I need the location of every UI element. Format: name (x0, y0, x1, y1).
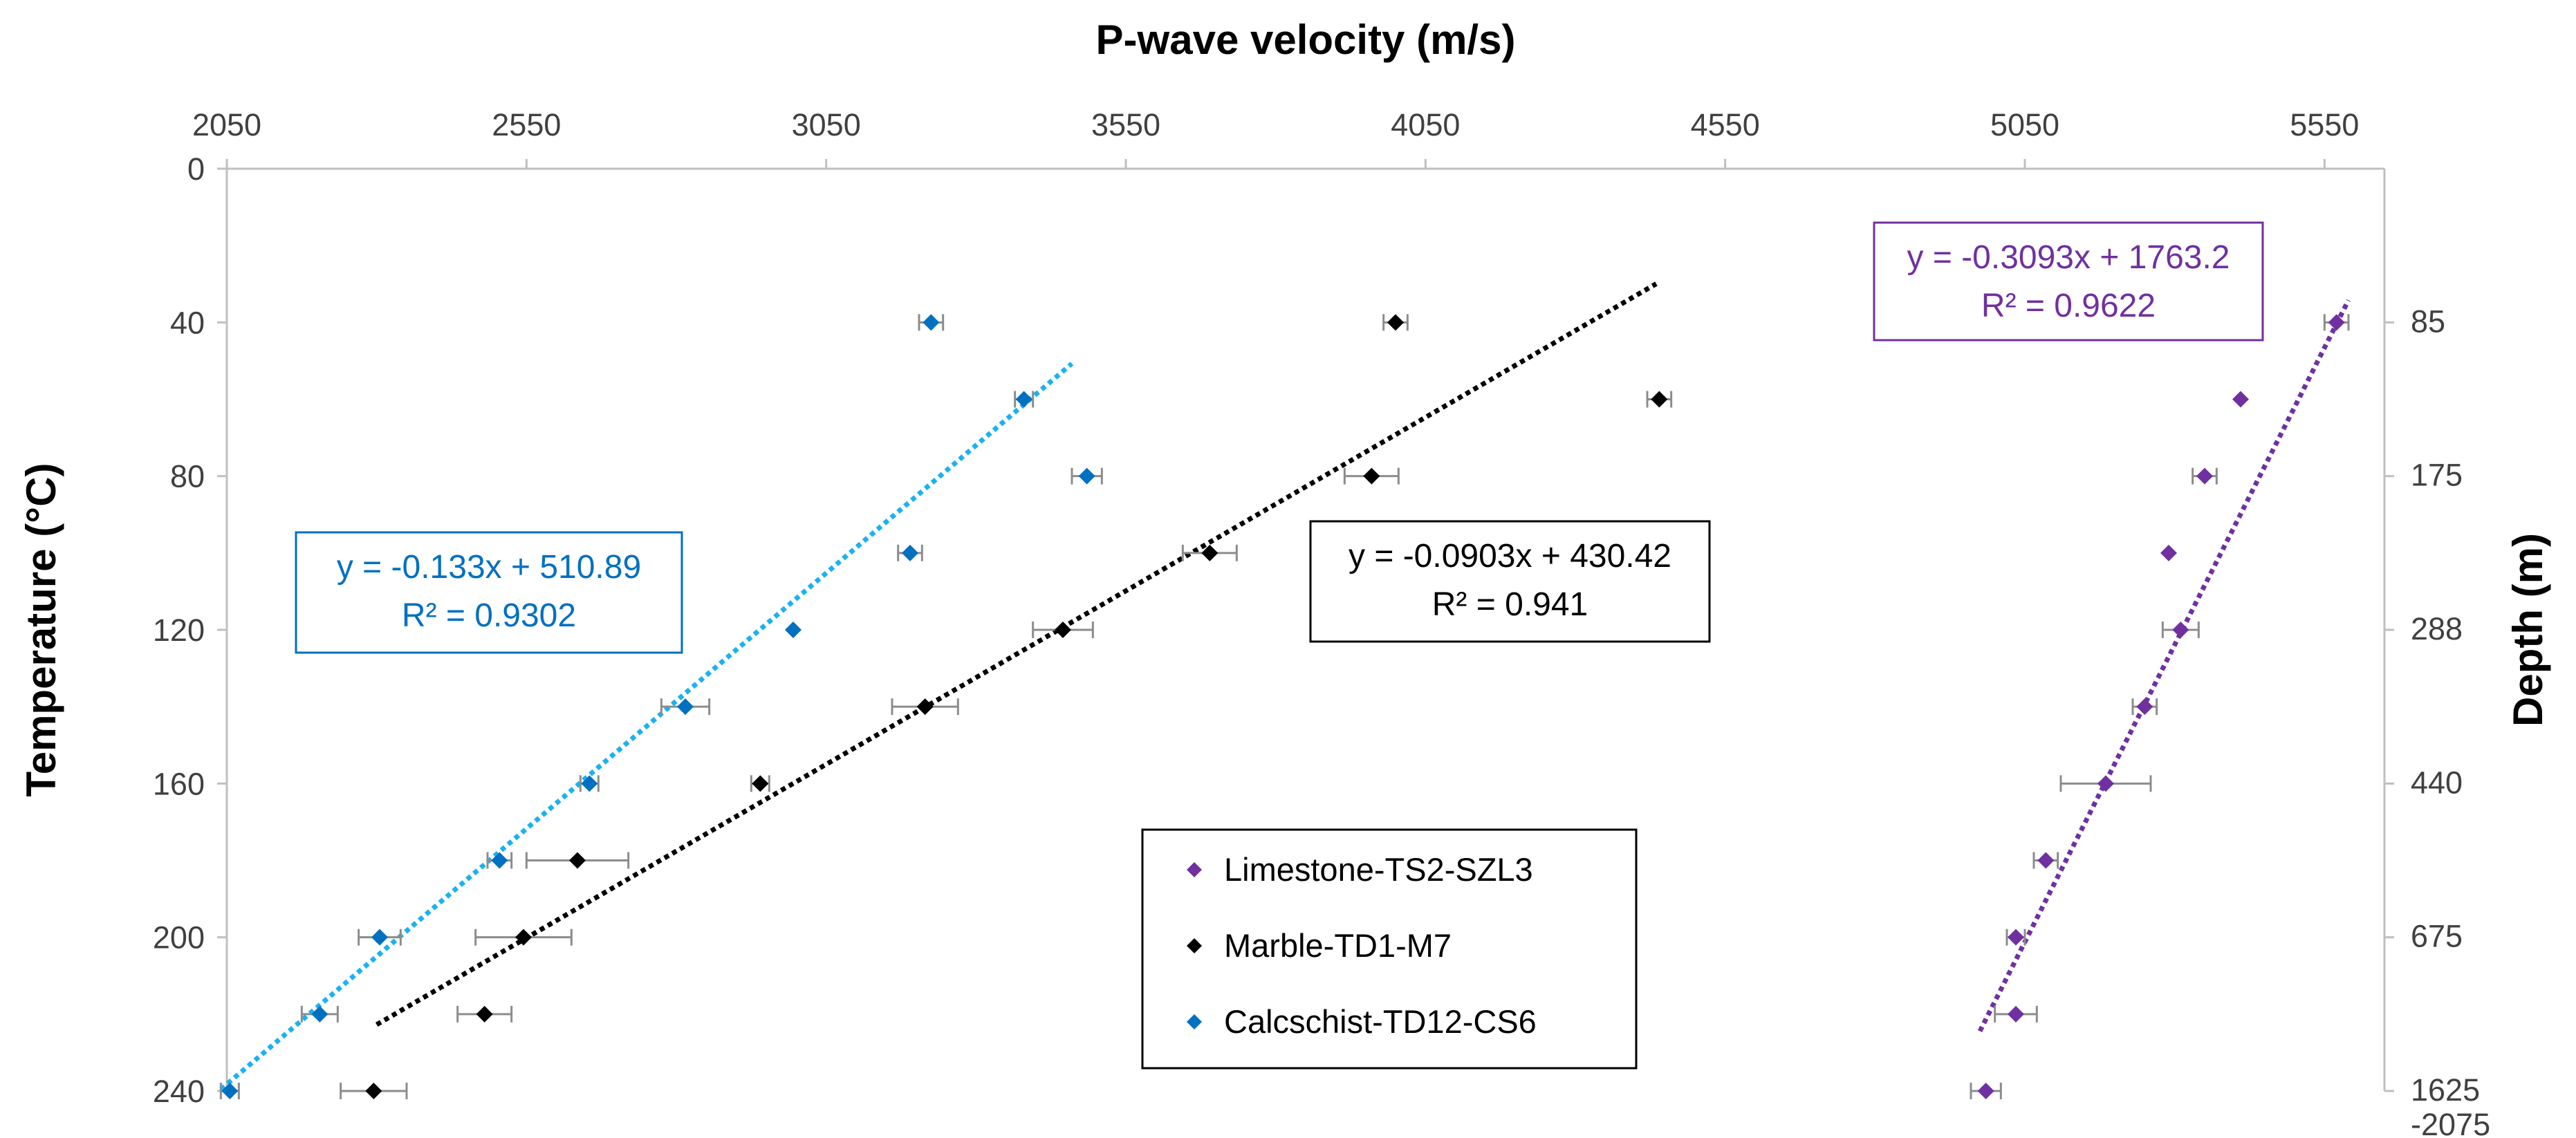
trendline-equation: y = -0.0903x + 430.42 (1349, 538, 1671, 575)
data-point (1055, 622, 1071, 638)
y-tick-label: 40 (170, 305, 205, 340)
data-point (2172, 622, 2189, 638)
legend-marker (1187, 1014, 1202, 1029)
x-tick-label: 4050 (1391, 107, 1460, 142)
data-point (2037, 852, 2055, 869)
trendline-equation: y = -0.3093x + 1763.2 (1907, 239, 2230, 276)
data-point (2328, 314, 2345, 331)
data-point (1387, 314, 1404, 331)
data-point (1363, 467, 1380, 485)
secondary-y-axis-title: Depth (m) (2505, 533, 2551, 727)
legend-box (1141, 828, 1638, 1070)
data-point (2008, 1005, 2024, 1023)
legend-label: Marble-TD1-M7 (1224, 927, 1452, 964)
data-point (1977, 1083, 1994, 1099)
y-axis-title: Temperature (°C) (18, 463, 64, 797)
legend-label: Limestone-TS2-SZL3 (1224, 851, 1533, 888)
x-tick-label: 5050 (1990, 107, 2059, 142)
y-tick-label: 120 (153, 613, 205, 648)
data-point (1015, 391, 1032, 408)
legend-label: Calcschist-TD12-CS6 (1224, 1003, 1537, 1040)
data-point (365, 1083, 382, 1099)
x-tick-label: 3550 (1091, 107, 1160, 142)
secondary-y-tick-label: 85 (2411, 304, 2445, 339)
x-tick-label: 4550 (1691, 107, 1760, 142)
axis-titles: P-wave velocity (m/s) Temperature (°C) Dep… (18, 17, 2551, 796)
data-point (2097, 775, 2114, 792)
data-point (2008, 929, 2024, 946)
data-point (902, 544, 918, 561)
x-tick-label: 2550 (492, 107, 561, 142)
secondary-y-tick-label: 675 (2411, 919, 2463, 954)
y-tick-label: 160 (153, 766, 205, 801)
data-point (923, 314, 940, 331)
trendline-equation: y = -0.133x + 510.89 (337, 549, 641, 586)
data-points (221, 314, 2345, 1099)
data-point (1078, 467, 1095, 485)
data-point (785, 622, 801, 638)
data-point (515, 929, 532, 946)
data-point (569, 852, 586, 869)
trendline-label-box (1309, 520, 1711, 643)
data-point (677, 698, 694, 716)
x-axis-title: P-wave velocity (m/s) (1096, 17, 1516, 63)
secondary-y-tick-label: 440 (2411, 765, 2463, 800)
secondary-y-tick-label: 288 (2411, 611, 2463, 646)
x-tick-label: 3050 (792, 107, 861, 142)
data-point (581, 775, 598, 792)
data-point (371, 929, 388, 946)
data-point (1651, 391, 1668, 408)
trendlines (219, 281, 2351, 1092)
y-tick-label: 0 (187, 151, 205, 187)
data-point (2196, 467, 2213, 485)
data-point (1201, 544, 1218, 561)
trendline-labels: y = -0.3093x + 1763.2 R² = 0.9622 y = -0.0… (295, 221, 2264, 654)
x-tick-label: 2050 (192, 107, 261, 142)
secondary-y-tick-label: 175 (2411, 458, 2463, 493)
trendline (219, 362, 1074, 1092)
trendline (375, 281, 1658, 1027)
data-point (916, 698, 934, 716)
y-tick-label: 200 (153, 920, 205, 955)
trendline-r2: R² = 0.9622 (1981, 288, 2156, 324)
legend: Limestone-TS2-SZL3 Marble-TD1-M7 Calcschis… (1141, 828, 1638, 1070)
trendline-r2: R² = 0.941 (1432, 586, 1588, 623)
secondary-y-tick-label: 1625 (2411, 1072, 2480, 1108)
trendline (1977, 299, 2351, 1033)
axes: 2050 2550 3050 3550 4050 4550 5050 5550 0 40 80 120… (153, 107, 2490, 1138)
y-tick-label: 240 (153, 1074, 205, 1109)
secondary-y-tick-label: -2075 (2411, 1107, 2490, 1138)
data-point (752, 775, 769, 792)
trendline-r2: R² = 0.9302 (402, 597, 576, 634)
legend-marker (1187, 938, 1202, 953)
y-tick-label: 80 (170, 459, 205, 494)
data-point (221, 1083, 239, 1099)
data-point (476, 1005, 493, 1023)
trendline-label-box (295, 531, 683, 654)
trendline-label-box (1873, 221, 2264, 342)
x-tick-label: 5550 (2290, 107, 2359, 142)
data-point (2160, 544, 2177, 561)
data-point (491, 852, 508, 869)
data-point (311, 1005, 328, 1023)
data-point (2232, 391, 2249, 408)
data-point (2136, 698, 2153, 716)
legend-marker (1187, 862, 1202, 877)
